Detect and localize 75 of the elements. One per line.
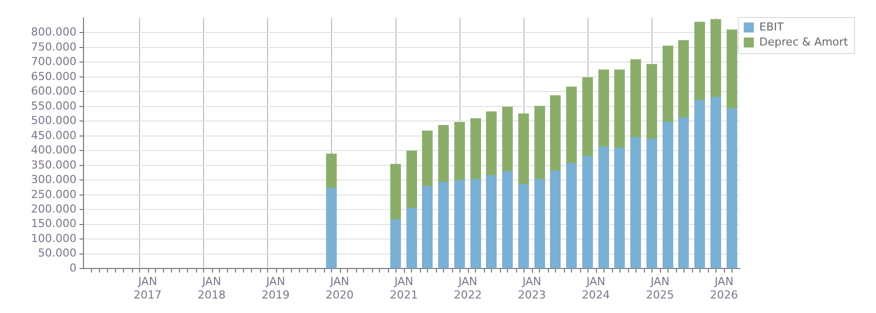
- y-tick-label: 100.000: [30, 232, 76, 245]
- bar: [470, 178, 482, 268]
- bar: [406, 150, 418, 208]
- y-tick-label: 750.000: [30, 40, 76, 54]
- y-tick-label: 400.000: [30, 144, 76, 157]
- bar: [662, 46, 674, 122]
- x-tick-label: JAN 2021: [390, 275, 418, 302]
- bar: [550, 95, 561, 172]
- bar: [646, 64, 658, 140]
- y-tick-label: 250.000: [30, 188, 76, 201]
- bar: [326, 188, 337, 268]
- y-tick-label: 0: [69, 261, 76, 274]
- bar: [422, 130, 433, 187]
- bar: [694, 100, 705, 268]
- x-tick-label: JAN 2022: [454, 275, 482, 302]
- y-tick-label: 200.000: [30, 202, 76, 216]
- bar: [438, 124, 449, 183]
- y-tick-label: 650.000: [30, 70, 76, 83]
- bar: [566, 86, 577, 164]
- legend-label: EBIT: [759, 20, 784, 34]
- bar: [630, 59, 641, 138]
- y-tick-label: 500.000: [30, 114, 76, 128]
- bar: [646, 138, 658, 268]
- y-tick-label: 150.000: [30, 217, 76, 230]
- bar: [470, 118, 482, 180]
- y-tick-label: 550.000: [30, 99, 76, 112]
- bar: [550, 170, 561, 268]
- bar: [486, 111, 497, 176]
- y-tick-label: 800.000: [30, 26, 76, 39]
- bar: [726, 29, 738, 110]
- bar: [598, 146, 610, 268]
- x-tick-label: JAN 2024: [582, 275, 610, 302]
- x-tick-label: JAN 2023: [518, 275, 546, 302]
- bar: [390, 219, 401, 268]
- bar: [422, 186, 433, 268]
- bar: [614, 70, 625, 148]
- bar: [694, 22, 705, 101]
- bar: [502, 171, 513, 268]
- bar: [534, 106, 546, 180]
- bar: [678, 117, 689, 268]
- bar: [662, 122, 674, 268]
- bar: [502, 106, 513, 172]
- bar: [710, 96, 722, 268]
- y-tick-label: 450.000: [30, 128, 76, 142]
- y-tick-label: 600.000: [30, 84, 76, 98]
- bar: [518, 113, 529, 185]
- bar: [614, 148, 625, 268]
- bar: [534, 178, 546, 268]
- x-tick-label: JAN 2025: [646, 275, 674, 302]
- x-tick-label: JAN 2026: [710, 275, 738, 302]
- bar: [326, 154, 337, 188]
- y-tick-label: 300.000: [30, 173, 76, 186]
- bar: [598, 70, 610, 148]
- bar: [710, 19, 722, 98]
- bar: [390, 164, 401, 220]
- y-tick-label: 350.000: [30, 158, 76, 172]
- x-tick-label: JAN 2018: [198, 275, 226, 302]
- bar: [630, 137, 641, 268]
- bar: [582, 77, 593, 157]
- x-tick-label: JAN 2019: [262, 275, 290, 302]
- bar: [486, 175, 497, 268]
- bar: [454, 122, 465, 181]
- bar: [406, 208, 418, 268]
- bar: [566, 163, 577, 268]
- y-tick-label: 50.000: [38, 246, 76, 260]
- bar: [726, 108, 738, 268]
- x-tick-label: JAN 2017: [134, 275, 162, 302]
- bar: [438, 182, 449, 268]
- bar: [678, 40, 689, 118]
- x-tick-label: JAN 2020: [326, 275, 354, 302]
- legend-label: Deprec & Amort: [759, 35, 849, 48]
- bar: [582, 156, 593, 268]
- y-tick-label: 700.000: [30, 55, 76, 68]
- bar: [518, 184, 529, 268]
- bar: [454, 180, 465, 268]
